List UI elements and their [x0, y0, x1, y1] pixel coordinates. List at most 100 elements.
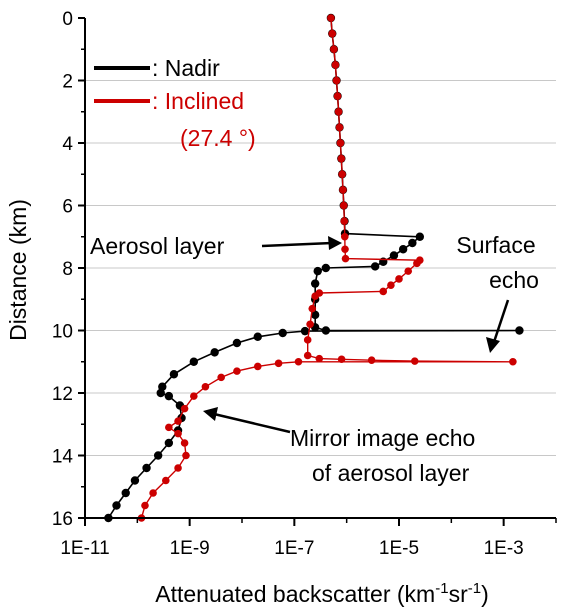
data-point-inclined — [340, 217, 349, 225]
data-point-nadir — [164, 438, 174, 448]
x-axis-title-end: ) — [481, 581, 489, 607]
data-point-nadir — [515, 326, 524, 335]
data-point-nadir — [313, 266, 322, 276]
data-point-nadir — [153, 451, 163, 460]
data-point-inclined — [174, 464, 182, 472]
data-point-inclined — [180, 439, 189, 447]
data-point-nadir — [389, 251, 399, 260]
data-point-nadir — [142, 463, 151, 473]
data-point-inclined — [180, 404, 189, 413]
data-point-inclined — [337, 154, 346, 163]
series-layer — [104, 13, 524, 523]
data-point-inclined — [311, 292, 319, 300]
data-point-inclined — [338, 170, 346, 179]
data-point-inclined — [303, 351, 312, 360]
annotation-surface-echo-arrowhead — [486, 337, 500, 353]
data-point-inclined — [404, 267, 413, 275]
data-point-nadir — [321, 263, 331, 273]
data-point-inclined — [141, 501, 149, 510]
data-point-inclined — [274, 359, 283, 368]
data-point-nadir — [232, 338, 242, 348]
data-point-inclined — [395, 275, 403, 283]
annotation-mirror-image-text1: Mirror image echo — [290, 425, 475, 451]
annotation-aerosol-layer: Aerosol layer — [90, 233, 342, 259]
y-tick-label: 14 — [52, 447, 74, 468]
data-point-nadir — [415, 232, 425, 241]
annotation-surface-echo-text2: echo — [489, 267, 539, 293]
data-point-inclined — [294, 357, 303, 366]
annotation-surface-echo: Surface echo — [456, 232, 539, 353]
legend-label-inclined: : Inclined — [152, 88, 244, 114]
x-axis-title-sup1: -1 — [435, 580, 448, 597]
x-tick-label: 1E-5 — [379, 538, 419, 559]
data-point-nadir — [370, 262, 380, 271]
data-point-inclined — [330, 45, 338, 54]
series-line-inclined — [140, 17, 513, 519]
data-point-inclined — [315, 354, 324, 363]
annotation-aerosol-layer-text: Aerosol layer — [90, 233, 225, 259]
data-point-inclined — [333, 92, 342, 100]
data-point-nadir — [310, 279, 320, 288]
data-point-nadir — [156, 388, 165, 398]
annotation-mirror-image: Mirror image echo of aerosol layer — [203, 407, 475, 486]
data-point-inclined — [162, 476, 170, 485]
data-point-inclined — [509, 357, 517, 366]
axes-layer: 0 2 4 6 8 10 12 14 16 1E-11 1E-9 1E-7 1E-5 1E-3 — [52, 9, 557, 559]
data-point-inclined — [339, 186, 347, 194]
y-tick-label: 6 — [62, 197, 73, 218]
data-point-inclined — [410, 357, 419, 365]
annotation-aerosol-layer-arrowhead — [328, 236, 342, 250]
x-axis-title-sup2: -1 — [468, 580, 481, 597]
data-point-nadir — [112, 501, 121, 510]
annotation-aerosol-layer-arrow — [261, 241, 333, 248]
data-point-inclined — [413, 259, 421, 268]
data-point-inclined — [217, 373, 225, 382]
data-point-inclined — [339, 201, 348, 210]
data-point-nadir — [310, 310, 320, 320]
y-axis-title: Distance (km) — [5, 199, 31, 341]
x-axis-title-mid: sr — [449, 581, 469, 607]
data-point-inclined — [306, 320, 314, 329]
annotation-mirror-image-arrowhead — [203, 407, 218, 421]
data-point-inclined — [335, 123, 344, 132]
x-axis-title-base: Attenuated backscatter (km — [155, 581, 435, 607]
data-point-nadir — [408, 238, 417, 248]
legend-label-nadir: : Nadir — [152, 55, 220, 81]
data-point-inclined — [367, 356, 376, 364]
annotation-mirror-image-text2: of aerosol layer — [312, 460, 470, 486]
data-point-nadir — [210, 348, 219, 357]
data-point-inclined — [334, 107, 343, 116]
data-point-nadir — [169, 370, 179, 379]
y-tick-label: 12 — [52, 384, 73, 405]
data-point-nadir — [130, 476, 140, 485]
y-tick-label: 16 — [52, 509, 73, 530]
y-tick-label: 2 — [62, 72, 73, 93]
y-tick-label: 4 — [62, 134, 73, 155]
x-tick-label: 1E-11 — [60, 538, 109, 559]
data-point-nadir — [300, 326, 310, 336]
annotation-mirror-image-arrow — [213, 412, 291, 434]
data-point-inclined — [190, 392, 198, 400]
data-point-nadir — [278, 328, 287, 338]
data-point-inclined — [379, 287, 388, 296]
x-tick-label: 1E-9 — [170, 538, 210, 559]
data-point-nadir — [398, 245, 408, 254]
data-point-inclined — [337, 355, 346, 364]
data-point-nadir — [164, 391, 174, 401]
data-point-inclined — [341, 245, 349, 254]
annotation-surface-echo-text1: Surface — [456, 232, 535, 258]
data-point-inclined — [341, 254, 350, 263]
y-tick-label: 0 — [62, 9, 73, 30]
y-tick-label: 8 — [62, 259, 73, 280]
data-point-inclined — [253, 362, 262, 371]
data-point-inclined — [149, 489, 157, 497]
data-point-inclined — [182, 451, 190, 460]
data-point-inclined — [308, 304, 317, 313]
data-point-inclined — [336, 139, 345, 147]
data-point-inclined — [328, 29, 337, 38]
x-tick-label: 1E-7 — [274, 538, 314, 559]
data-point-nadir — [121, 488, 130, 498]
data-point-inclined — [331, 61, 340, 69]
data-point-inclined — [327, 14, 335, 22]
